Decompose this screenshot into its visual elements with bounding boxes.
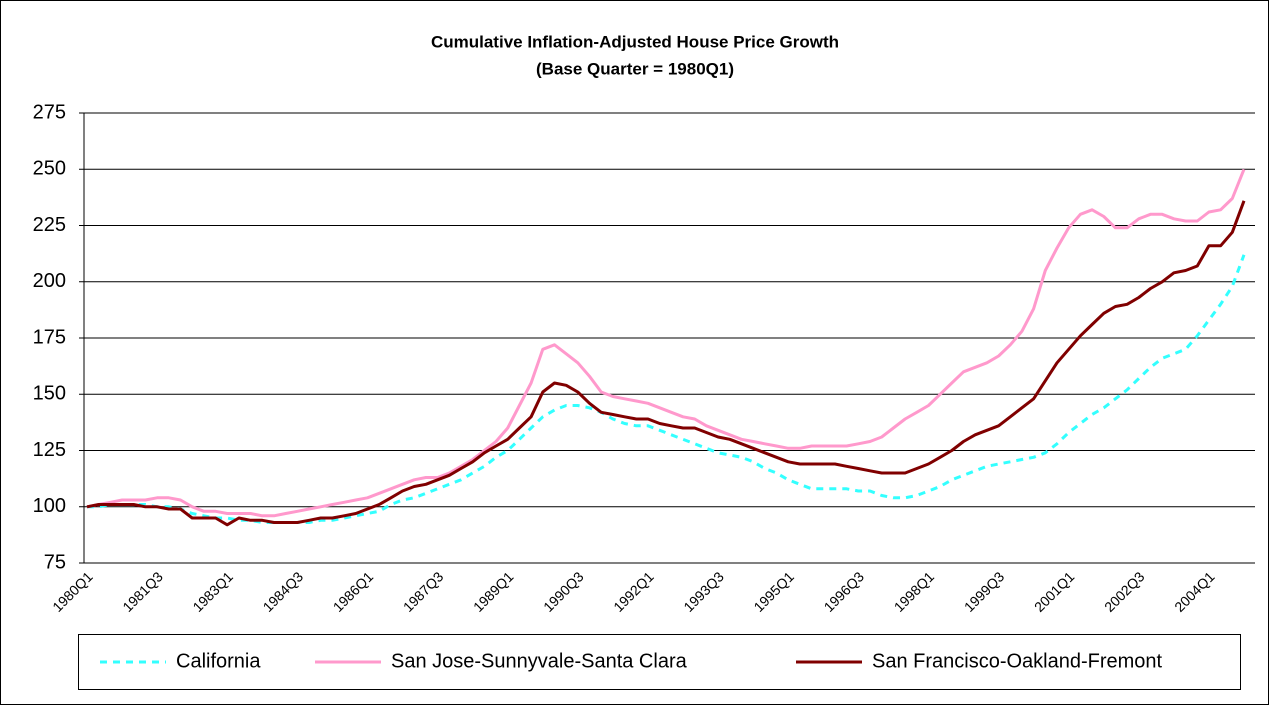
y-tick-label: 200 (33, 270, 66, 292)
legend-box (78, 634, 1241, 690)
legend-label: San Jose-Sunnyvale-Santa Clara (391, 650, 688, 672)
chart-subtitle: (Base Quarter = 1980Q1) (536, 59, 734, 78)
y-tick-label: 225 (33, 214, 66, 236)
series-line (86, 200, 1246, 527)
y-tick-label: 150 (33, 383, 66, 405)
y-tick-label: 125 (33, 439, 66, 461)
y-tick-label: 250 (33, 158, 66, 180)
series-line (86, 168, 1246, 518)
y-tick-label: 75 (44, 551, 66, 573)
chart-title: Cumulative Inflation-Adjusted House Pric… (431, 32, 839, 51)
legend-label: San Francisco-Oakland-Fremont (872, 650, 1163, 672)
y-tick-label: 175 (33, 326, 66, 348)
y-tick-label: 275 (33, 101, 66, 123)
legend-label: California (176, 650, 261, 672)
y-tick-label: 100 (33, 495, 66, 517)
